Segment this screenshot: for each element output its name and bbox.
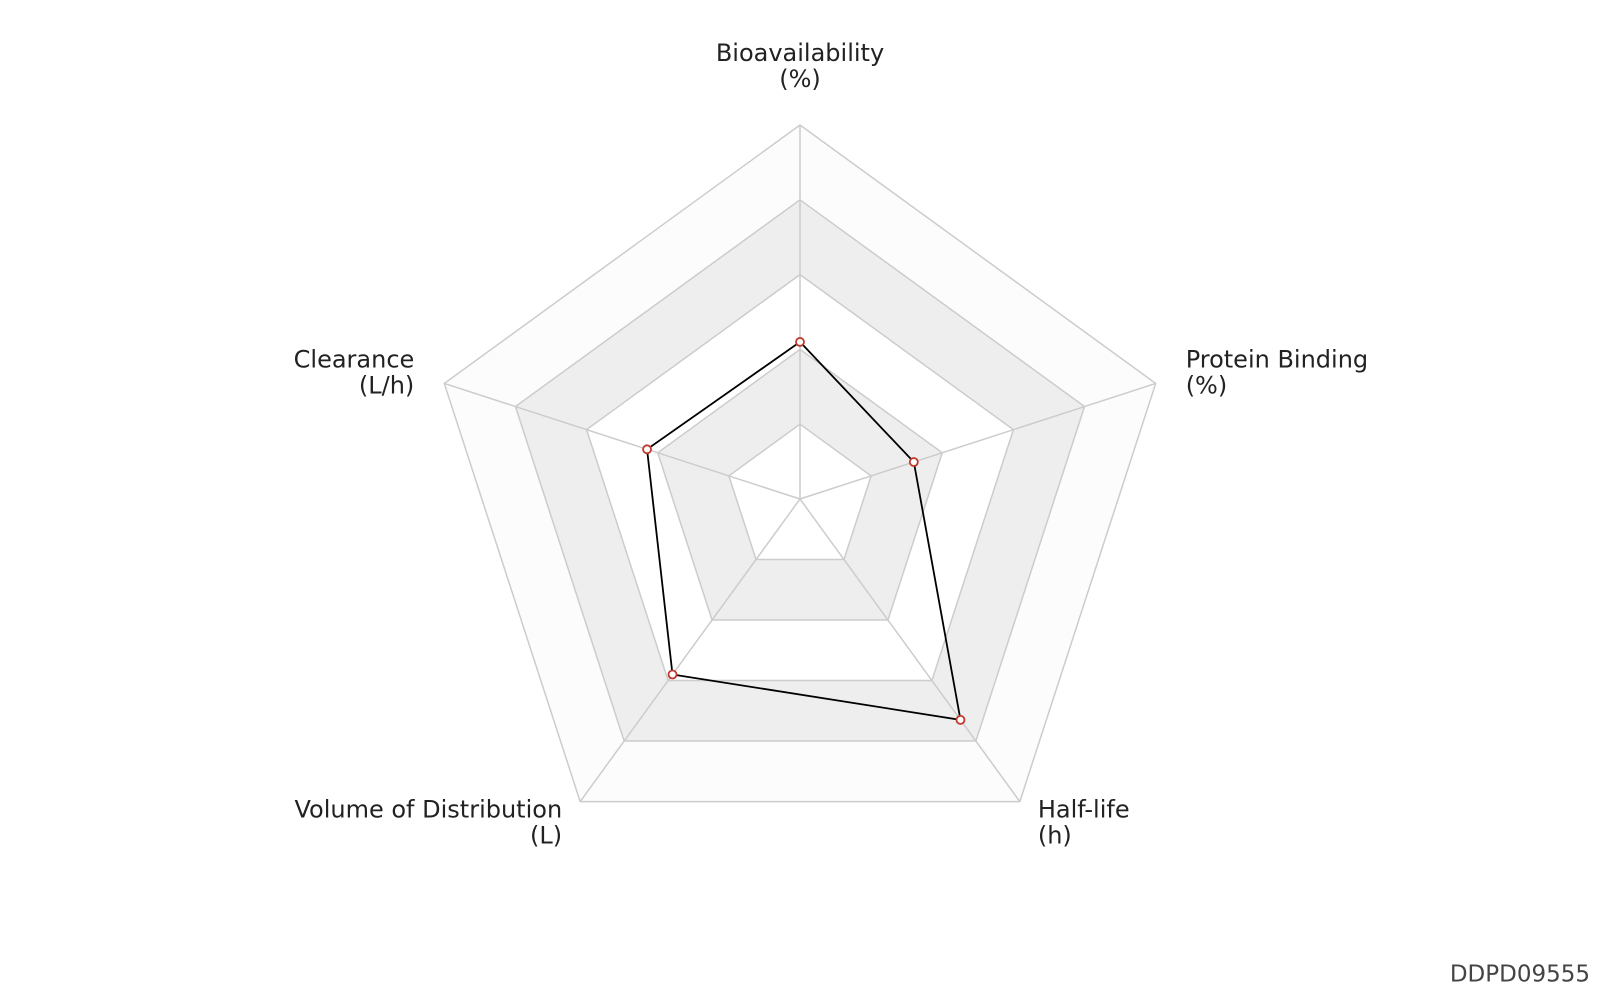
watermark: DDPD09555: [1450, 962, 1590, 988]
axis-spoke: [579, 498, 801, 803]
data-line: [646, 340, 962, 721]
data-point: [667, 669, 678, 680]
axis-unit: (L): [530, 822, 562, 850]
axis-unit: (L/h): [359, 371, 414, 399]
axis-label: Volume of Distribution: [294, 796, 562, 824]
data-point: [908, 457, 919, 467]
axis-label: Bioavailability: [716, 39, 884, 67]
axis-label: Half-life: [1038, 796, 1130, 824]
data-point: [642, 444, 652, 455]
axis-spoke: [799, 498, 1021, 803]
axis-spoke: [799, 382, 1156, 500]
axis-spoke: [444, 382, 801, 500]
data-point: [955, 714, 966, 725]
axis-label: Protein Binding: [1186, 345, 1368, 373]
axis-unit: (%): [1186, 371, 1228, 399]
axis-unit: (h): [1038, 822, 1072, 850]
axis-label: Clearance: [294, 345, 415, 373]
axis-unit: (%): [779, 65, 821, 93]
data-point: [795, 337, 805, 347]
